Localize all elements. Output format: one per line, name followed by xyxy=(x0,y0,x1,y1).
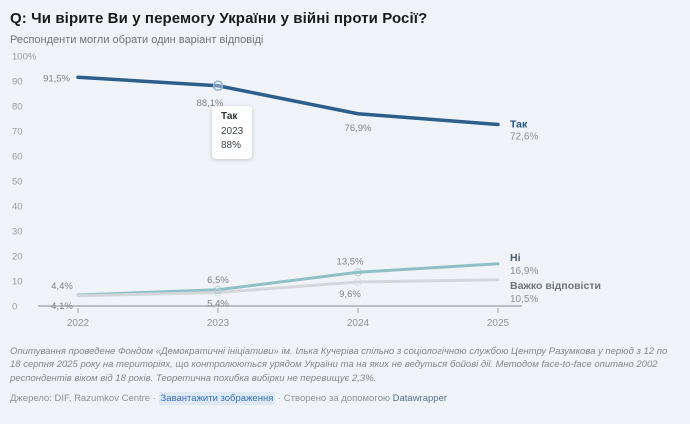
svg-text:90: 90 xyxy=(12,77,23,88)
svg-text:6,5%: 6,5% xyxy=(207,275,229,286)
download-image-link[interactable]: Завантажити зображення xyxy=(158,391,276,405)
svg-text:72,6%: 72,6% xyxy=(510,132,538,143)
datawrapper-link[interactable]: Datawrapper xyxy=(392,392,448,404)
svg-text:Так: Так xyxy=(510,119,528,131)
svg-text:5,4%: 5,4% xyxy=(207,299,229,310)
methodology-note: Опитування проведене Фондом «Демократичн… xyxy=(10,346,668,384)
svg-text:4,1%: 4,1% xyxy=(51,301,73,312)
svg-text:50: 50 xyxy=(12,177,23,188)
svg-text:16,9%: 16,9% xyxy=(510,266,538,277)
source-label: Джерело: DIF, Razumkov Centre xyxy=(10,392,151,404)
svg-text:70: 70 xyxy=(12,127,23,138)
page-title: Q: Чи вірите Ви у перемогу України у вій… xyxy=(10,10,428,27)
created-with-label: Створено за допомогою xyxy=(283,392,393,404)
svg-text:30: 30 xyxy=(12,227,23,238)
svg-text:60: 60 xyxy=(12,152,23,163)
page-subtitle: Респонденти могли обрати один варіант ві… xyxy=(10,34,264,46)
svg-text:13,5%: 13,5% xyxy=(337,256,364,267)
svg-text:2022: 2022 xyxy=(67,318,90,329)
svg-text:10,5%: 10,5% xyxy=(510,294,538,305)
svg-text:Ні: Ні xyxy=(510,252,521,264)
svg-text:100%: 100% xyxy=(12,52,37,63)
svg-text:10: 10 xyxy=(12,277,23,288)
svg-text:80: 80 xyxy=(12,102,23,113)
svg-text:Важко відповісти: Важко відповісти xyxy=(510,280,601,292)
svg-text:9,6%: 9,6% xyxy=(339,289,361,300)
svg-text:76,9%: 76,9% xyxy=(345,123,372,134)
svg-text:2023: 2023 xyxy=(207,318,230,329)
svg-text:91,5%: 91,5% xyxy=(43,73,70,84)
svg-text:2024: 2024 xyxy=(347,318,370,329)
separator: · xyxy=(150,392,159,404)
svg-text:40: 40 xyxy=(12,202,23,213)
chart-area: 0 10 20 30 40 50 60 70 80 90 100% 2022 2023 2024 2025 9… xyxy=(0,48,690,338)
svg-text:2025: 2025 xyxy=(487,318,510,329)
svg-text:88,1%: 88,1% xyxy=(197,98,224,109)
svg-text:4,4%: 4,4% xyxy=(51,281,73,292)
chart-canvas: 0 10 20 30 40 50 60 70 80 90 100% 2022 2023 2024 2025 9… xyxy=(12,52,601,330)
source-row: Джерело: DIF, Razumkov Centre · Завантаж… xyxy=(10,391,680,405)
svg-text:0: 0 xyxy=(12,302,17,313)
separator: · xyxy=(275,392,284,404)
svg-text:20: 20 xyxy=(12,252,23,263)
